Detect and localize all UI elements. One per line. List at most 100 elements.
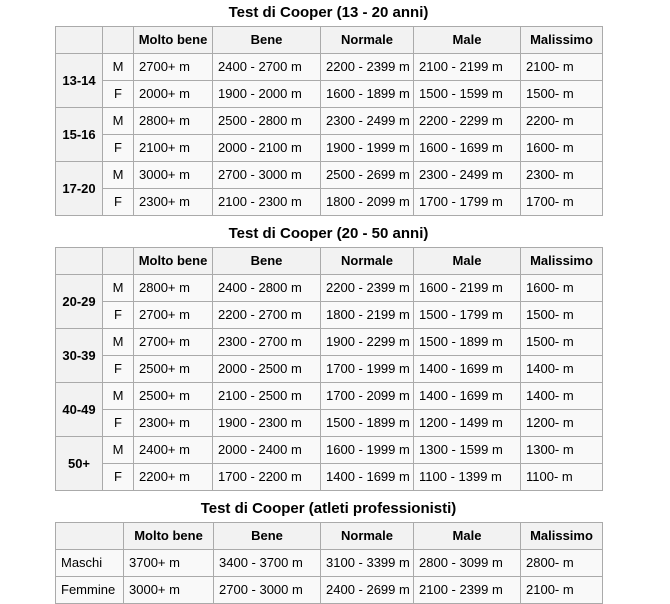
table-title: Test di Cooper (13 - 20 anni) — [228, 4, 429, 21]
value-cell: 2300 - 2499 m — [320, 107, 414, 135]
table-row: F 2200+ m 1700 - 2200 m 1400 - 1699 m 11… — [56, 463, 603, 491]
table-row: F 2500+ m 2000 - 2500 m 1700 - 1999 m 14… — [56, 355, 603, 383]
value-cell: 2700+ m — [133, 301, 213, 329]
value-cell: 2200 - 2399 m — [320, 53, 414, 81]
table-row: 13-14 M 2700+ m 2400 - 2700 m 2200 - 239… — [55, 53, 603, 108]
value-cell: 1500 - 1799 m — [413, 301, 521, 329]
value-cell: 2500+ m — [133, 382, 213, 410]
col-header: Bene — [212, 26, 321, 54]
sex-cell: M — [102, 53, 134, 81]
value-cell: 1400- m — [520, 355, 603, 383]
header-row: Molto bene Bene Normale Male Malissimo — [55, 247, 603, 275]
empty-header-cell — [55, 522, 124, 550]
value-cell: 2800- m — [520, 549, 603, 577]
col-header: Normale — [320, 247, 414, 275]
cooper-table-20-50: Molto bene Bene Normale Male Malissimo 2… — [55, 247, 603, 491]
value-cell: 1700 - 1799 m — [413, 188, 521, 216]
value-cell: 2100 - 2199 m — [413, 53, 521, 81]
value-cell: 1500 - 1599 m — [413, 80, 521, 108]
value-cell: 1700 - 1999 m — [320, 355, 414, 383]
value-cell: 2100- m — [520, 53, 603, 81]
value-cell: 2200 - 2399 m — [320, 274, 414, 302]
value-cell: 2400 - 2700 m — [212, 53, 321, 81]
value-cell: 2700 - 3000 m — [212, 161, 321, 189]
col-header: Malissimo — [520, 26, 603, 54]
table-row: F 2700+ m 2200 - 2700 m 1800 - 2199 m 15… — [56, 301, 603, 329]
col-header: Normale — [320, 522, 414, 550]
value-cell: 2300+ m — [133, 409, 213, 437]
value-cell: 2100 - 2500 m — [212, 382, 321, 410]
value-cell: 1500- m — [520, 328, 603, 356]
col-header: Male — [413, 26, 521, 54]
value-cell: 1100- m — [520, 463, 603, 491]
value-cell: 1400 - 1699 m — [413, 382, 521, 410]
header-row: Molto bene Bene Normale Male Malissimo — [55, 26, 603, 54]
age-cell: 17-20 — [55, 161, 103, 216]
value-cell: 2200+ m — [133, 463, 213, 491]
value-cell: 3000+ m — [123, 576, 214, 604]
value-cell: 1600 - 1899 m — [320, 80, 414, 108]
value-cell: 2500 - 2800 m — [212, 107, 321, 135]
table-row: F 2000+ m 1900 - 2000 m 1600 - 1899 m 15… — [56, 80, 603, 108]
row-label: Maschi — [55, 549, 124, 577]
col-header: Bene — [213, 522, 321, 550]
value-cell: 1500- m — [520, 80, 603, 108]
value-cell: 3400 - 3700 m — [213, 549, 321, 577]
table-row: F 2300+ m 2100 - 2300 m 1800 - 2099 m 17… — [56, 188, 603, 216]
cooper-table-athletes: Molto bene Bene Normale Male Malissimo M… — [55, 522, 603, 604]
value-cell: 2700+ m — [133, 328, 213, 356]
col-header: Male — [413, 522, 521, 550]
sex-cell: F — [102, 463, 134, 491]
value-cell: 1600 - 1699 m — [413, 134, 521, 162]
age-cell: 40-49 — [55, 382, 103, 437]
value-cell: 1400 - 1699 m — [320, 463, 414, 491]
sex-cell: M — [102, 436, 134, 464]
value-cell: 1900 - 2000 m — [212, 80, 321, 108]
value-cell: 1500 - 1899 m — [320, 409, 414, 437]
value-cell: 2000+ m — [133, 80, 213, 108]
sex-cell: M — [102, 328, 134, 356]
age-cell: 50+ — [55, 436, 103, 491]
value-cell: 1800 - 2099 m — [320, 188, 414, 216]
table-row: F 2300+ m 1900 - 2300 m 1500 - 1899 m 12… — [56, 409, 603, 437]
sex-cell: F — [102, 80, 134, 108]
value-cell: 1600 - 2199 m — [413, 274, 521, 302]
table-row: 15-16 M 2800+ m 2500 - 2800 m 2300 - 249… — [55, 107, 603, 162]
value-cell: 2100+ m — [133, 134, 213, 162]
col-header: Molto bene — [123, 522, 214, 550]
col-header: Molto bene — [133, 26, 213, 54]
col-header: Malissimo — [520, 247, 603, 275]
empty-header-cell — [102, 247, 134, 275]
value-cell: 2800 - 3099 m — [413, 549, 521, 577]
sex-cell: M — [102, 382, 134, 410]
value-cell: 2300 - 2700 m — [212, 328, 321, 356]
value-cell: 2400 - 2800 m — [212, 274, 321, 302]
value-cell: 2700+ m — [133, 53, 213, 81]
value-cell: 1700 - 2099 m — [320, 382, 414, 410]
age-cell: 30-39 — [55, 328, 103, 383]
table-title: Test di Cooper (atleti professionisti) — [200, 500, 457, 517]
value-cell: 2100 - 2399 m — [413, 576, 521, 604]
value-cell: 3100 - 3399 m — [320, 549, 414, 577]
age-cell: 15-16 — [55, 107, 103, 162]
value-cell: 2700 - 3000 m — [213, 576, 321, 604]
value-cell: 1500- m — [520, 301, 603, 329]
age-cell: 20-29 — [55, 274, 103, 329]
value-cell: 1300 - 1599 m — [413, 436, 521, 464]
sex-cell: F — [102, 301, 134, 329]
value-cell: 2100- m — [520, 576, 603, 604]
header-row: Molto bene Bene Normale Male Malissimo — [55, 522, 603, 550]
value-cell: 2000 - 2500 m — [212, 355, 321, 383]
table-row: 30-39 M 2700+ m 2300 - 2700 m 1900 - 229… — [55, 328, 603, 383]
cooper-table-13-20: Molto bene Bene Normale Male Malissimo 1… — [55, 26, 603, 216]
table-row: 40-49 M 2500+ m 2100 - 2500 m 1700 - 209… — [55, 382, 603, 437]
value-cell: 2400 - 2699 m — [320, 576, 414, 604]
value-cell: 2400+ m — [133, 436, 213, 464]
empty-header-cell — [55, 247, 103, 275]
col-header: Molto bene — [133, 247, 213, 275]
value-cell: 1500 - 1899 m — [413, 328, 521, 356]
sex-cell: F — [102, 188, 134, 216]
value-cell: 2100 - 2300 m — [212, 188, 321, 216]
cooper-table-13-20-block: Test di Cooper (13 - 20 anni) Molto bene… — [55, 4, 603, 216]
value-cell: 2200 - 2700 m — [212, 301, 321, 329]
